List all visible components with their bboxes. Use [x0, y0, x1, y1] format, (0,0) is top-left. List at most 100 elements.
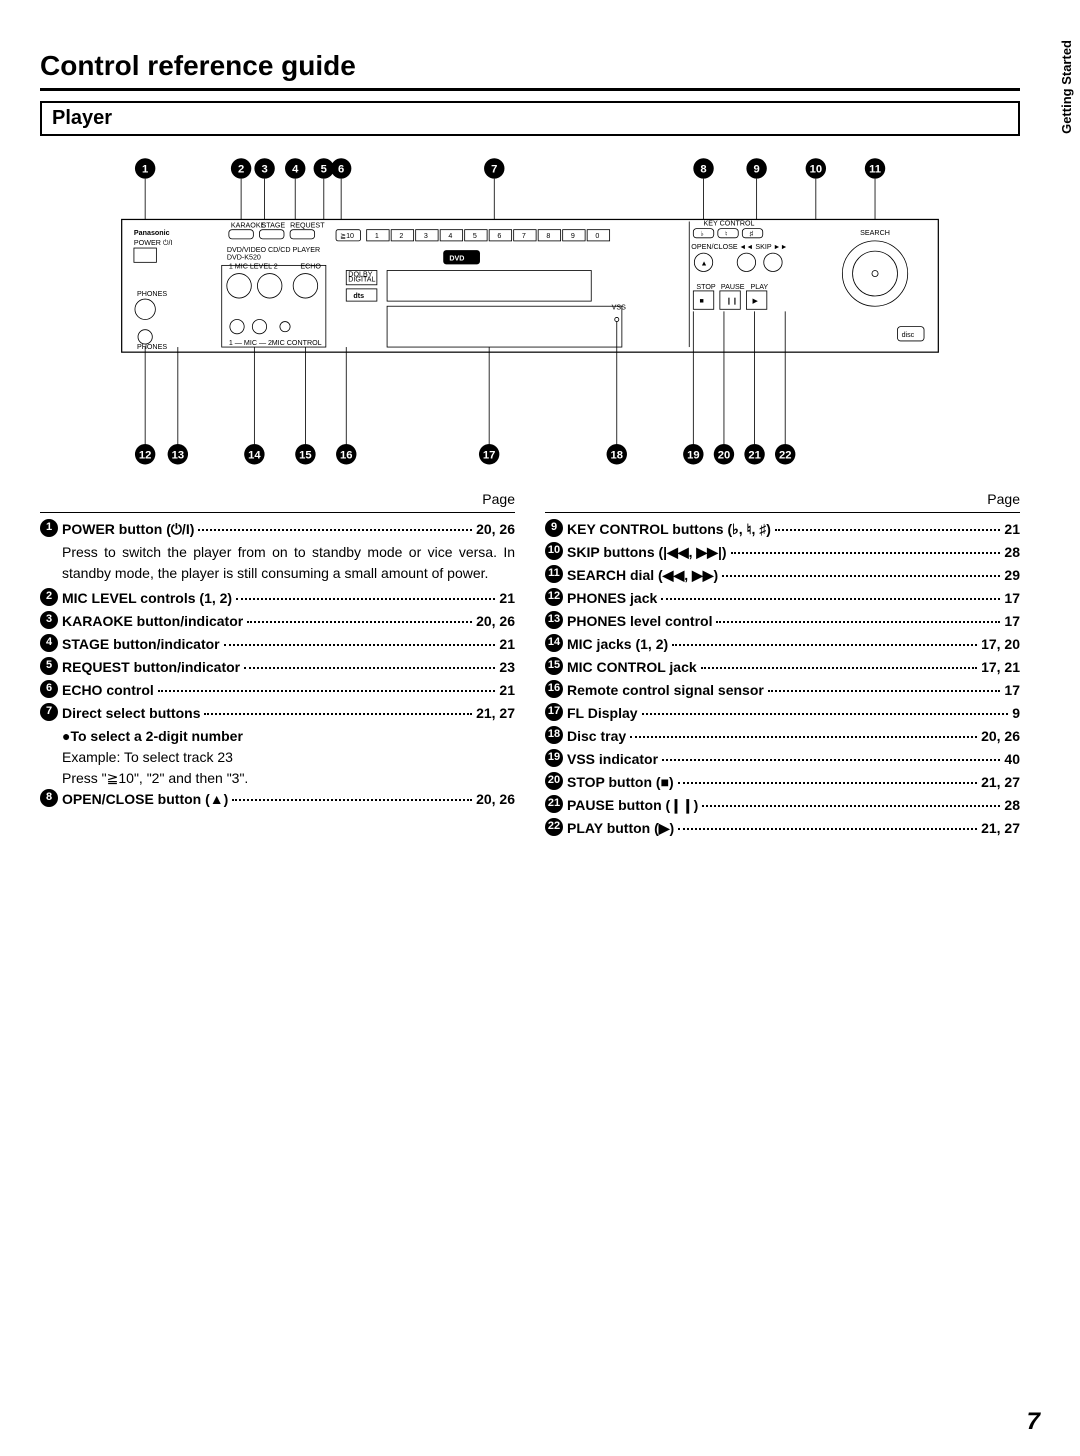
item-page: 17, 21 [981, 657, 1020, 678]
svg-text:9: 9 [753, 163, 759, 175]
leader-dots [662, 749, 1000, 762]
ref-item: 8OPEN/CLOSE button (▲)20, 26 [40, 789, 515, 810]
item-page: 17 [1004, 611, 1020, 632]
svg-text:STOP: STOP [696, 283, 716, 291]
leader-dots [716, 611, 1000, 624]
svg-text:ECHO: ECHO [300, 262, 321, 270]
item-label: STOP button (■) [567, 772, 674, 793]
ref-item: 20STOP button (■)21, 27 [545, 772, 1020, 793]
leader-dots [232, 789, 472, 802]
item-label: FL Display [567, 703, 638, 724]
item-page: 20, 26 [476, 611, 515, 632]
leader-dots [204, 703, 472, 716]
ref-item: 21PAUSE button (❙❙)28 [545, 795, 1020, 816]
item-page: 17, 20 [981, 634, 1020, 655]
ref-item: 9KEY CONTROL buttons (♭, ♮, ♯)21 [545, 519, 1020, 540]
item-page: 21, 27 [476, 703, 515, 724]
svg-text:4: 4 [292, 163, 299, 175]
svg-text:5: 5 [473, 232, 477, 240]
ref-item: 11SEARCH dial (◀◀, ▶▶)29 [545, 565, 1020, 586]
callout-badge: 13 [545, 611, 563, 629]
callout-badge: 19 [545, 749, 563, 767]
svg-text:3: 3 [261, 163, 267, 175]
item-label: REQUEST button/indicator [62, 657, 240, 678]
right-column: Page 9KEY CONTROL buttons (♭, ♮, ♯)2110S… [545, 489, 1020, 841]
callout-badge: 4 [40, 634, 58, 652]
svg-text:▶: ▶ [753, 297, 759, 305]
callout-badge: 6 [40, 680, 58, 698]
item-label: STAGE button/indicator [62, 634, 220, 655]
player-diagram: .ln{stroke:#000;stroke-width:1.2;fill:no… [40, 148, 1020, 475]
svg-text:0: 0 [595, 232, 599, 240]
item-label: KARAOKE button/indicator [62, 611, 243, 632]
svg-text:7: 7 [491, 163, 497, 175]
svg-text:10: 10 [810, 163, 822, 175]
ref-item: 13PHONES level control 17 [545, 611, 1020, 632]
svg-text:▲: ▲ [700, 259, 707, 267]
svg-text:❙❙: ❙❙ [726, 297, 738, 305]
leader-dots [224, 634, 496, 647]
callout-badge: 20 [545, 772, 563, 790]
section-header: Player [40, 101, 1020, 136]
callout-badge: 15 [545, 657, 563, 675]
svg-text:16: 16 [340, 449, 352, 461]
svg-text:OPEN/CLOSE: OPEN/CLOSE [691, 243, 738, 251]
item-page: 23 [499, 657, 515, 678]
svg-text:KARAOKE: KARAOKE [231, 222, 266, 230]
item-subline: ●To select a 2-digit number [62, 726, 515, 747]
item-page: 20, 26 [476, 789, 515, 810]
svg-text:2: 2 [238, 163, 244, 175]
leader-dots [678, 772, 977, 785]
ref-item: 2MIC LEVEL controls (1, 2)21 [40, 588, 515, 609]
svg-text:■: ■ [699, 297, 703, 305]
item-label: PHONES jack [567, 588, 657, 609]
item-label: Remote control signal sensor [567, 680, 764, 701]
leader-dots [247, 611, 472, 624]
item-label: PHONES level control [567, 611, 712, 632]
item-label: MIC jacks (1, 2) [567, 634, 668, 655]
ref-item: 12PHONES jack17 [545, 588, 1020, 609]
item-page: 21, 27 [981, 818, 1020, 839]
item-label: PAUSE button (❙❙) [567, 795, 698, 816]
leader-dots [642, 703, 1009, 716]
callout-badge: 2 [40, 588, 58, 606]
ref-item: 1POWER button (⏻/I)20, 26 [40, 519, 515, 540]
svg-text:1: 1 [142, 163, 148, 175]
item-label: POWER button (⏻/I) [62, 519, 194, 540]
item-description: Press to switch the player from on to st… [62, 542, 515, 584]
leader-dots [630, 726, 977, 739]
svg-text:8: 8 [546, 232, 550, 240]
svg-text:disc: disc [902, 331, 915, 339]
item-page: 9 [1012, 703, 1020, 724]
callout-badge: 11 [545, 565, 563, 583]
callout-badge: 8 [40, 789, 58, 807]
svg-text:♮: ♮ [725, 230, 728, 238]
item-label: PLAY button (▶) [567, 818, 674, 839]
item-label: Direct select buttons [62, 703, 200, 724]
item-subline: Example: To select track 23 [62, 747, 515, 768]
leader-dots [722, 565, 1000, 578]
svg-text:≧10: ≧10 [340, 232, 354, 240]
brand-label: Panasonic [134, 229, 170, 237]
callout-badge: 21 [545, 795, 563, 813]
ref-item: 7Direct select buttons21, 27 [40, 703, 515, 724]
callout-badge: 5 [40, 657, 58, 675]
item-page: 17 [1004, 680, 1020, 701]
leader-dots [768, 680, 1001, 693]
item-page: 20, 26 [476, 519, 515, 540]
left-column: Page 1POWER button (⏻/I)20, 26Press to s… [40, 489, 515, 841]
page-number: 7 [1027, 1408, 1040, 1436]
leader-dots [158, 680, 496, 693]
callout-badge: 10 [545, 542, 563, 560]
ref-item: 5REQUEST button/indicator 23 [40, 657, 515, 678]
svg-text:1 MIC LEVEL 2: 1 MIC LEVEL 2 [229, 262, 278, 270]
leader-dots [672, 634, 977, 647]
item-page: 21 [1004, 519, 1020, 540]
svg-text:dts: dts [353, 292, 364, 300]
svg-text:DVD-K520: DVD-K520 [227, 253, 261, 261]
svg-text:KEY CONTROL: KEY CONTROL [704, 220, 755, 228]
svg-text:18: 18 [611, 449, 623, 461]
ref-item: 16Remote control signal sensor17 [545, 680, 1020, 701]
svg-text:PAUSE: PAUSE [721, 283, 745, 291]
svg-text:♯: ♯ [749, 230, 753, 238]
